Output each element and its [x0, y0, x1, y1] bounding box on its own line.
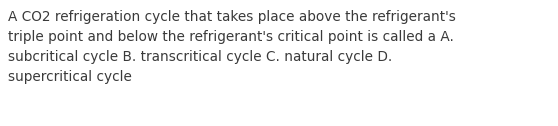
Text: A CO2 refrigeration cycle that takes place above the refrigerant's
triple point : A CO2 refrigeration cycle that takes pla… — [8, 10, 456, 84]
